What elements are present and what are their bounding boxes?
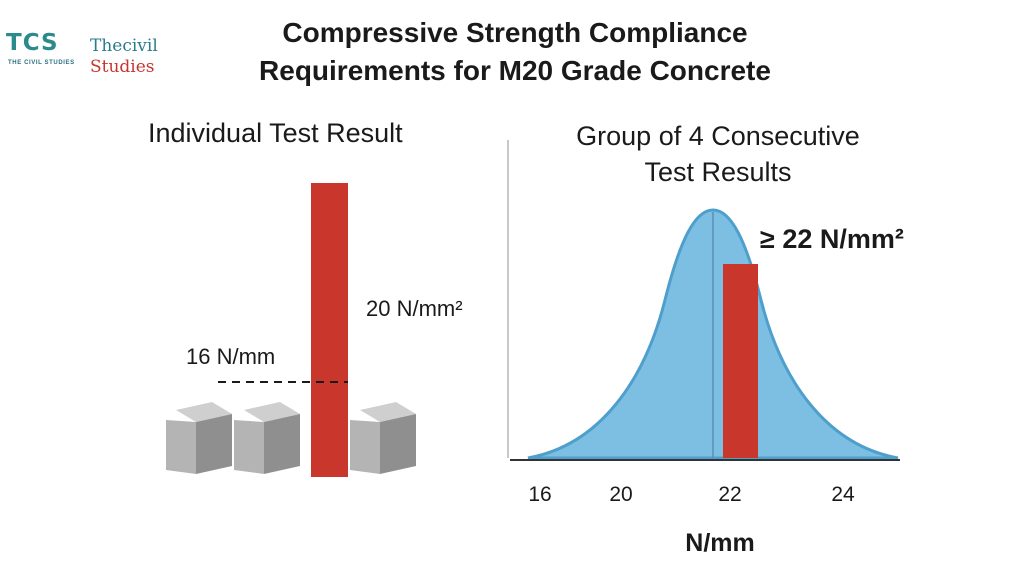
- x-tick-label: 22: [718, 483, 742, 506]
- individual-test-heading: Individual Test Result: [148, 118, 403, 148]
- x-tick-label: 24: [831, 483, 855, 506]
- group-test-heading: Group of 4 Consecutive Test Results: [528, 118, 908, 190]
- logo-name-line2: Studies: [90, 57, 155, 77]
- concrete-cube: [166, 402, 232, 474]
- requirement-label: ≥ 22 N/mm²: [760, 224, 904, 254]
- individual-bar-label: 20 N/mm²: [366, 296, 463, 321]
- x-tick-label: 20: [609, 483, 633, 506]
- group-heading-line2: Test Results: [644, 157, 792, 187]
- x-axis-unit: N/mm: [685, 529, 755, 557]
- group-heading-line1: Group of 4 Consecutive: [576, 121, 860, 151]
- logo-mark: TCS: [6, 30, 59, 56]
- logo-tagline: THE CIVIL STUDIES: [8, 60, 75, 66]
- logo-name-line1: Thecivil: [90, 36, 158, 56]
- page-title: Compressive Strength Compliance Requirem…: [190, 14, 840, 90]
- concrete-cube: [234, 402, 300, 474]
- title-line2: Requirements for M20 Grade Concrete: [259, 55, 771, 86]
- x-tick-label: 16: [528, 483, 552, 506]
- threshold-label: 16 N/mm: [186, 344, 276, 369]
- concrete-cube: [350, 402, 416, 474]
- brand-logo: TCS THE CIVIL STUDIES Thecivil Studies: [6, 30, 176, 82]
- group-requirement-bar: [723, 264, 758, 458]
- title-line1: Compressive Strength Compliance: [282, 17, 748, 48]
- individual-strength-bar: [311, 183, 348, 477]
